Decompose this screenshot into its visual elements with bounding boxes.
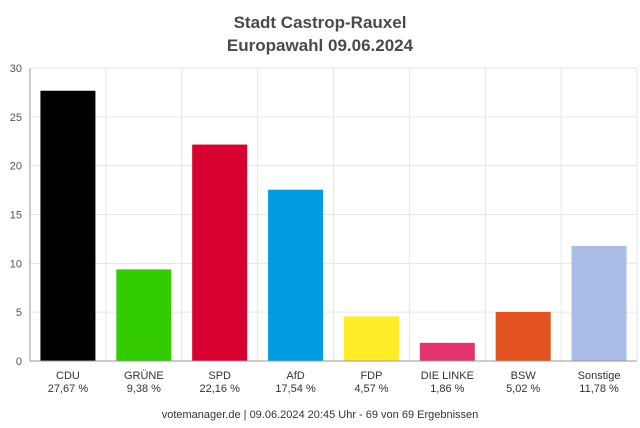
bar-cdu [40,90,96,361]
x-value-label: 17,54 % [275,383,316,395]
x-category-label: AfD [286,370,304,382]
x-category-label: DIE LINKE [421,370,474,382]
y-axis-tick-labels: 0 5 10 15 20 25 30 [10,63,22,368]
y-tick-label: 0 [16,356,22,368]
y-tick-label: 20 [10,161,22,173]
y-tick-label: 15 [10,210,22,222]
bar-sonstige [571,245,627,361]
axes [29,68,637,362]
x-category-label: GRÜNE [124,370,164,382]
x-category-label: SPD [208,370,231,382]
x-value-label: 27,67 % [48,383,89,395]
x-category-label: BSW [511,370,537,382]
x-value-label: 4,57 % [354,383,388,395]
y-tick-label: 5 [16,307,22,319]
bars [40,90,627,361]
chart-title: Stadt Castrop-Rauxel [233,13,407,32]
y-tick-label: 25 [10,112,22,124]
x-value-label: 22,16 % [200,383,241,395]
x-value-label: 9,38 % [127,383,161,395]
bar-bsw [495,311,551,361]
bar-afd [268,189,324,361]
x-category-label: FDP [360,370,382,382]
x-value-label: 11,78 % [579,383,619,395]
chart-subtitle: Europawahl 09.06.2024 [226,36,414,55]
x-value-label: 1,86 % [430,383,464,395]
bar-fdp [343,316,399,361]
footer-source: votemanager.de | 09.06.2024 20:45 Uhr - … [161,409,479,421]
y-tick-label: 30 [10,63,22,75]
x-value-label: 5,02 % [506,383,540,395]
x-category-label: Sonstige [578,370,621,382]
y-tick-label: 10 [10,258,22,270]
bar-spd [192,144,248,361]
bar-die-linke [419,342,475,361]
bar-grüne [116,269,172,361]
x-category-label: CDU [56,370,80,382]
